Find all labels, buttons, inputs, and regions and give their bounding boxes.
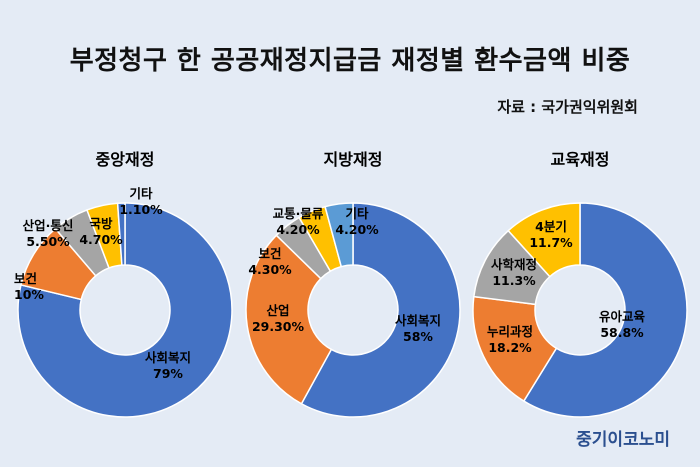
chart-main-title: 부정청구 한 공공재정지급금 재정별 환수금액 비중 [69, 46, 631, 76]
donut-slice [17, 202, 233, 418]
source-note: 자료 : 국가권익위원회 [497, 98, 638, 116]
slice-label: 산업 [266, 303, 289, 318]
slice-label: 누리과정 [487, 324, 533, 339]
donut-title: 지방재정 [324, 150, 383, 169]
donut-chart-2: 지방재정사회복지58%산업29.30%보건4.30%교통·물류4.20%기타4.… [245, 150, 461, 418]
slice-value-label: 11.7% [529, 235, 573, 250]
donut-title: 중앙재정 [96, 150, 155, 169]
slice-value-label: 11.3% [492, 273, 536, 288]
slice-label: 4분기 [535, 219, 567, 234]
slice-label: 보건 [258, 246, 281, 261]
slice-value-label: 4.20% [335, 222, 379, 237]
slice-label: 국방 [89, 216, 113, 231]
donut-slice [300, 202, 461, 418]
slice-value-label: 58% [403, 329, 433, 344]
donut-slice [507, 202, 581, 278]
slice-value-label: 4.70% [79, 232, 123, 247]
slice-label: 사회복지 [145, 350, 191, 365]
donut-slice [116, 202, 126, 266]
slice-label: 사회복지 [395, 313, 441, 328]
donut-slice [245, 234, 333, 405]
slice-label: 사학재정 [491, 257, 537, 272]
slice-value-label: 4.20% [276, 222, 320, 237]
slice-label: 교통·물류 [273, 206, 324, 221]
donut-slice [522, 202, 688, 418]
slice-value-label: 4.30% [248, 262, 292, 277]
donut-slice [472, 295, 558, 403]
slice-value-label: 79% [153, 366, 183, 381]
slice-label: 기타 [129, 186, 153, 201]
slice-label: 산업·통신 [23, 218, 74, 233]
slice-value-label: 29.30% [252, 319, 305, 334]
slice-value-label: 5.50% [26, 234, 70, 249]
brand-logo-text: 중기이코노미 [576, 430, 670, 450]
slice-label: 기타 [345, 206, 369, 221]
slice-value-label: 18.2% [488, 340, 532, 355]
slice-label: 유아교육 [599, 309, 646, 324]
slice-value-label: 1.10% [119, 202, 163, 217]
slice-value-label: 58.8% [600, 325, 644, 340]
donut-slice [324, 202, 354, 268]
slice-value-label: 10% [14, 287, 44, 302]
slice-label: 보건 [14, 271, 37, 286]
donut-title: 교육재정 [551, 150, 610, 169]
